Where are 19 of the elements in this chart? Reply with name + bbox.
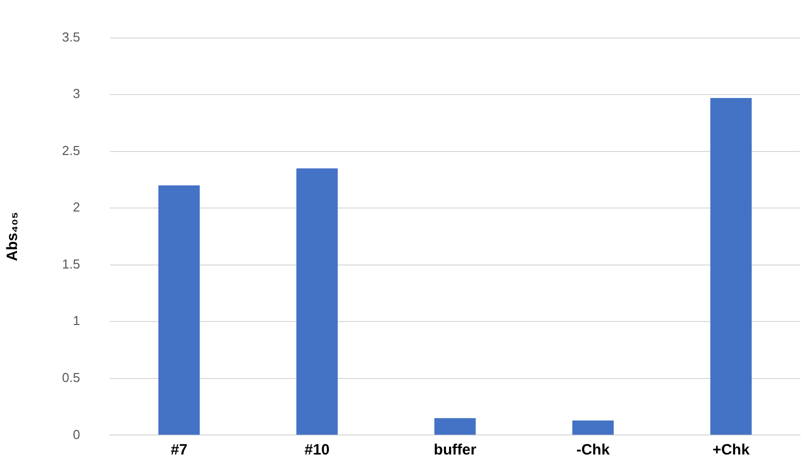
x-tick-label: +Chk	[712, 441, 750, 458]
bar	[710, 98, 752, 435]
y-tick-label: 0.5	[62, 370, 80, 386]
x-tick-label: buffer	[434, 441, 476, 458]
y-tick-label: 0	[72, 426, 80, 442]
bar	[158, 185, 200, 435]
y-tick-label: 3.5	[62, 29, 80, 44]
bar	[434, 418, 476, 435]
x-tick-label: #10	[304, 441, 330, 458]
y-tick-label: 2.5	[62, 142, 80, 158]
y-tick-label: 2	[72, 200, 80, 215]
x-tick-label: -Chk	[576, 441, 610, 458]
y-tick-label: 1.5	[62, 256, 80, 272]
bar	[572, 420, 614, 435]
y-axis-title: Abs₄₀₅	[4, 212, 22, 262]
x-tick-label: #7	[170, 441, 188, 458]
y-tick-label: 3	[72, 86, 80, 102]
y-tick-label: 1	[72, 313, 80, 328]
bar	[296, 168, 338, 435]
